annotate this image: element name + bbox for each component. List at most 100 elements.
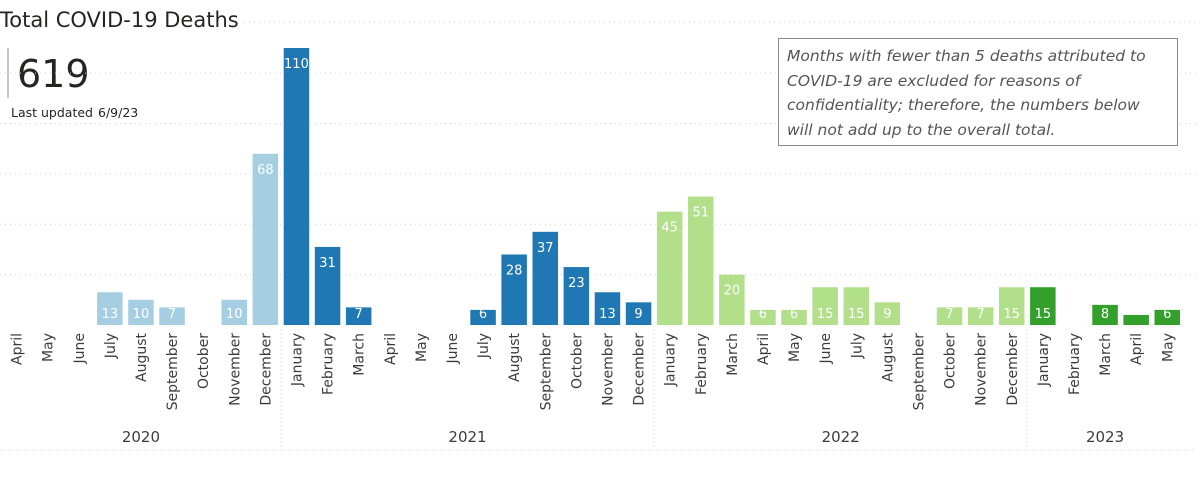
bar-october-2021: [563, 267, 590, 325]
data-label-september-2021: 37: [537, 241, 554, 256]
tick-april-2022: April: [756, 333, 772, 365]
tick-august-2021: August: [507, 332, 523, 382]
tick-march-2023: March: [1098, 333, 1114, 376]
data-label-october-2021: 23: [568, 276, 585, 291]
data-label-october-2022: 7: [945, 307, 953, 322]
year-label-2020: 2020: [122, 428, 160, 446]
bar-august-2022: [874, 302, 901, 325]
data-label-may-2023: 6: [1163, 307, 1171, 322]
data-label-july-2022: 15: [848, 307, 865, 322]
bar-september-2020: [159, 307, 185, 325]
bar-november-2021: [594, 292, 621, 325]
bar-may-2022: [781, 309, 807, 325]
tick-april-2023: April: [1129, 333, 1145, 365]
data-label-december-2021: 9: [634, 307, 642, 322]
tick-january-2023: January: [1036, 333, 1052, 387]
data-label-june-2022: 15: [817, 307, 834, 322]
tick-july-2021: July: [476, 333, 492, 359]
year-label-2023: 2023: [1086, 428, 1124, 446]
tick-november-2020: November: [227, 333, 243, 406]
tick-april-2020: April: [10, 333, 26, 365]
bar-april-2023: [1123, 314, 1149, 325]
chart-title: Total COVID-19 Deaths: [0, 8, 239, 32]
bar-december-2020: [252, 153, 279, 325]
bar-july-2021: [470, 309, 496, 325]
tick-may-2023: May: [1160, 333, 1176, 362]
tick-february-2022: February: [694, 333, 710, 395]
bar-march-2022: [719, 274, 745, 325]
tick-october-2022: October: [943, 333, 959, 389]
confidentiality-note: Months with fewer than 5 deaths attribut…: [778, 38, 1178, 146]
month-tick-labels: April May June July August September October No…: [10, 332, 1177, 410]
tick-february-2021: February: [321, 333, 337, 395]
tick-december-2021: December: [632, 333, 648, 406]
data-label-march-2023: 8: [1101, 307, 1109, 322]
bar-december-2021: [625, 302, 652, 325]
tick-march-2021: March: [352, 333, 368, 376]
tick-december-2022: December: [1005, 333, 1021, 406]
tick-june-2020: June: [72, 333, 88, 365]
bar-february-2022: [688, 196, 714, 325]
data-label-january-2022: 45: [661, 221, 678, 236]
tick-may-2022: May: [787, 333, 803, 362]
bar-december-2022: [999, 287, 1025, 325]
bar-january-2022: [656, 211, 683, 325]
bar-march-2021: [345, 307, 372, 325]
bar-september-2021: [532, 231, 558, 325]
tick-september-2022: September: [911, 333, 927, 411]
tick-november-2022: November: [974, 333, 990, 406]
tick-march-2022: March: [725, 333, 741, 376]
tick-july-2022: July: [849, 333, 865, 359]
bar-june-2022: [812, 287, 838, 325]
tick-september-2020: September: [165, 333, 181, 411]
tick-june-2022: June: [818, 333, 834, 365]
data-label-march-2022: 20: [724, 284, 741, 299]
kpi-value: 619: [17, 52, 90, 96]
year-label-2022: 2022: [822, 428, 860, 446]
tick-july-2020: July: [103, 333, 119, 359]
data-label-april-2022: 6: [759, 307, 767, 322]
bar-january-2021: [283, 48, 310, 325]
data-label-february-2022: 51: [692, 206, 709, 221]
bars: [97, 48, 1180, 325]
data-label-december-2020: 68: [257, 163, 274, 178]
tick-october-2020: October: [196, 333, 212, 389]
bar-july-2020: [97, 292, 123, 325]
tick-november-2021: November: [600, 333, 616, 406]
tick-january-2021: January: [289, 333, 305, 387]
data-label-may-2022: 6: [790, 307, 798, 322]
tick-january-2022: January: [663, 333, 679, 387]
bar-july-2022: [843, 287, 869, 325]
bar-february-2021: [314, 246, 341, 325]
tick-december-2020: December: [258, 333, 274, 406]
bar-january-2023: [1030, 287, 1056, 325]
tick-april-2021: April: [383, 333, 399, 365]
tick-june-2021: June: [445, 333, 461, 365]
data-label-september-2020: 7: [168, 307, 176, 322]
bar-august-2020: [128, 299, 154, 325]
data-label-august-2021: 28: [506, 263, 523, 278]
bar-march-2023: [1092, 304, 1118, 325]
last-updated-value: 6/9/23: [98, 105, 138, 120]
tick-october-2021: October: [569, 333, 585, 389]
bar-april-2022: [750, 309, 776, 325]
bar-november-2020: [221, 299, 247, 325]
data-label-january-2023: 15: [1035, 307, 1052, 322]
bar-november-2022: [967, 307, 994, 325]
data-label-july-2020: 13: [102, 307, 119, 322]
tick-february-2023: February: [1067, 333, 1083, 395]
tick-august-2020: August: [134, 332, 150, 382]
tick-september-2021: September: [538, 333, 554, 411]
data-label-august-2022: 9: [883, 307, 891, 322]
data-label-december-2022: 15: [1003, 307, 1020, 322]
last-updated-label: Last updated: [11, 105, 93, 120]
tick-may-2021: May: [414, 333, 430, 362]
bar-may-2023: [1154, 309, 1180, 325]
data-label-january-2021: 110: [284, 57, 309, 72]
year-axis: 2020 2021 2022 2023: [0, 330, 1196, 451]
data-label-march-2021: 7: [355, 307, 363, 322]
tick-august-2022: August: [880, 332, 896, 382]
data-label-november-2021: 13: [599, 307, 616, 322]
bar-october-2022: [936, 307, 963, 325]
